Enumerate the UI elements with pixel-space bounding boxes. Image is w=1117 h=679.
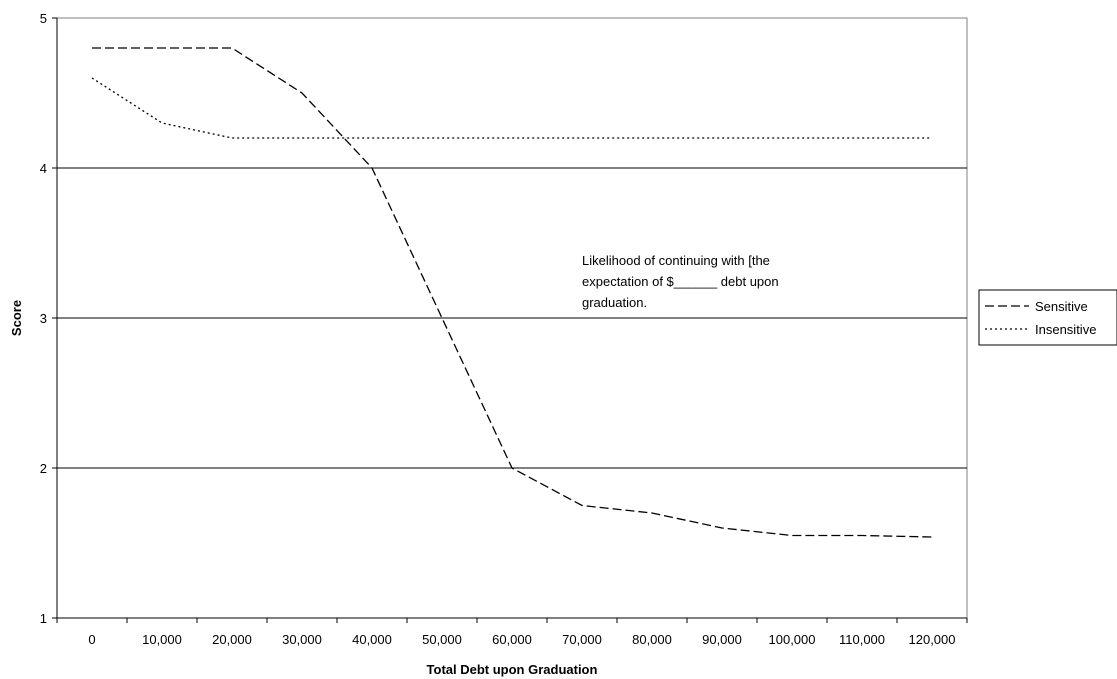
annotation-line-1: Likelihood of continuing with [the bbox=[582, 253, 770, 268]
y-tick-label: 1 bbox=[40, 611, 47, 626]
annotation: Likelihood of continuing with [the expec… bbox=[582, 253, 779, 310]
y-axis: 1 2 3 4 5 bbox=[40, 11, 58, 626]
x-tick-label: 30,000 bbox=[282, 632, 322, 647]
series-line-sensitive bbox=[92, 47, 933, 538]
x-tick-label: 100,000 bbox=[769, 632, 816, 647]
y-tick-label: 2 bbox=[40, 461, 47, 476]
legend: Sensitive Insensitive bbox=[978, 289, 1117, 346]
x-tick-label: 60,000 bbox=[492, 632, 532, 647]
x-tick-label: 80,000 bbox=[632, 632, 672, 647]
x-tick-label: 20,000 bbox=[212, 632, 252, 647]
x-tick-label: 50,000 bbox=[422, 632, 462, 647]
x-tick-label: 10,000 bbox=[142, 632, 182, 647]
annotation-line-3: graduation. bbox=[582, 295, 647, 310]
y-tick-label: 3 bbox=[40, 311, 47, 326]
annotation-line-2: expectation of $______ debt upon bbox=[582, 274, 779, 289]
x-tick-label: 120,000 bbox=[909, 632, 956, 647]
x-axis-title: Total Debt upon Graduation bbox=[427, 662, 598, 677]
y-tick-label: 5 bbox=[40, 11, 47, 26]
legend-label-insensitive: Insensitive bbox=[1035, 322, 1096, 337]
x-tick-label: 90,000 bbox=[702, 632, 742, 647]
legend-label-sensitive: Sensitive bbox=[1035, 299, 1088, 314]
x-tick-label: 0 bbox=[88, 632, 95, 647]
y-axis-title: Score bbox=[9, 300, 24, 336]
x-axis: 0 10,000 20,000 30,000 40,000 50,000 60,000 70,… bbox=[56, 617, 968, 647]
series-layer bbox=[91, 47, 933, 538]
x-tick-label: 40,000 bbox=[352, 632, 392, 647]
x-tick-label: 70,000 bbox=[562, 632, 602, 647]
y-tick-label: 4 bbox=[40, 161, 47, 176]
x-tick-label: 110,000 bbox=[839, 632, 885, 647]
legend-box bbox=[978, 289, 1117, 346]
